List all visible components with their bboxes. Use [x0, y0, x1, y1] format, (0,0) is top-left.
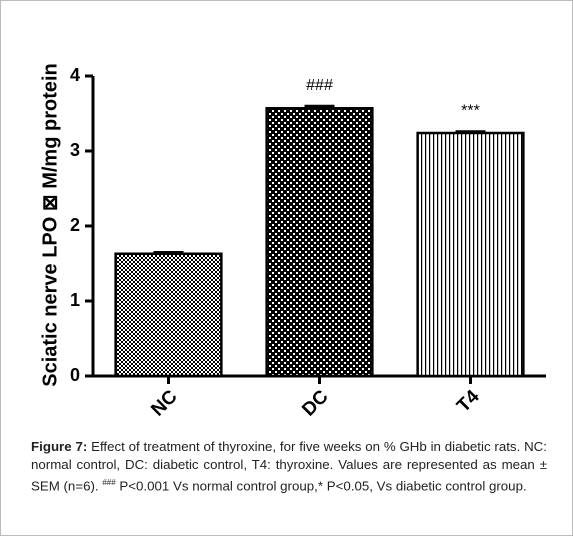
y-tick-label: 1 — [70, 290, 80, 310]
annotation: *** — [461, 103, 480, 120]
caption-text-after: P<0.001 Vs normal control group,* P<0.05… — [119, 478, 527, 494]
chart: Sciatic nerve LPO ⊠ M/mg protein 0 1 2 3 4 ##… — [39, 63, 546, 420]
y-tick-label: 3 — [70, 140, 80, 160]
y-tick-label: 0 — [70, 365, 80, 385]
caption-label: Figure 7: — [31, 439, 88, 454]
caption-text: Effect of treatment of thyroxine, for fi… — [31, 439, 547, 494]
bar — [114, 252, 223, 378]
x-tick-label: T4 — [453, 386, 484, 417]
bar — [416, 131, 525, 378]
y-tick-label: 2 — [70, 215, 80, 235]
caption-superscript: ### — [102, 478, 116, 487]
x-tick-label: DC — [298, 386, 332, 420]
bar — [265, 107, 374, 378]
caption: Figure 7: Effect of treatment of thyroxi… — [31, 438, 547, 495]
y-axis-label: Sciatic nerve LPO ⊠ M/mg protein — [39, 63, 61, 387]
y-tick-label: 4 — [70, 65, 80, 85]
annotation: ### — [306, 77, 333, 94]
x-tick-label: NC — [147, 386, 181, 420]
